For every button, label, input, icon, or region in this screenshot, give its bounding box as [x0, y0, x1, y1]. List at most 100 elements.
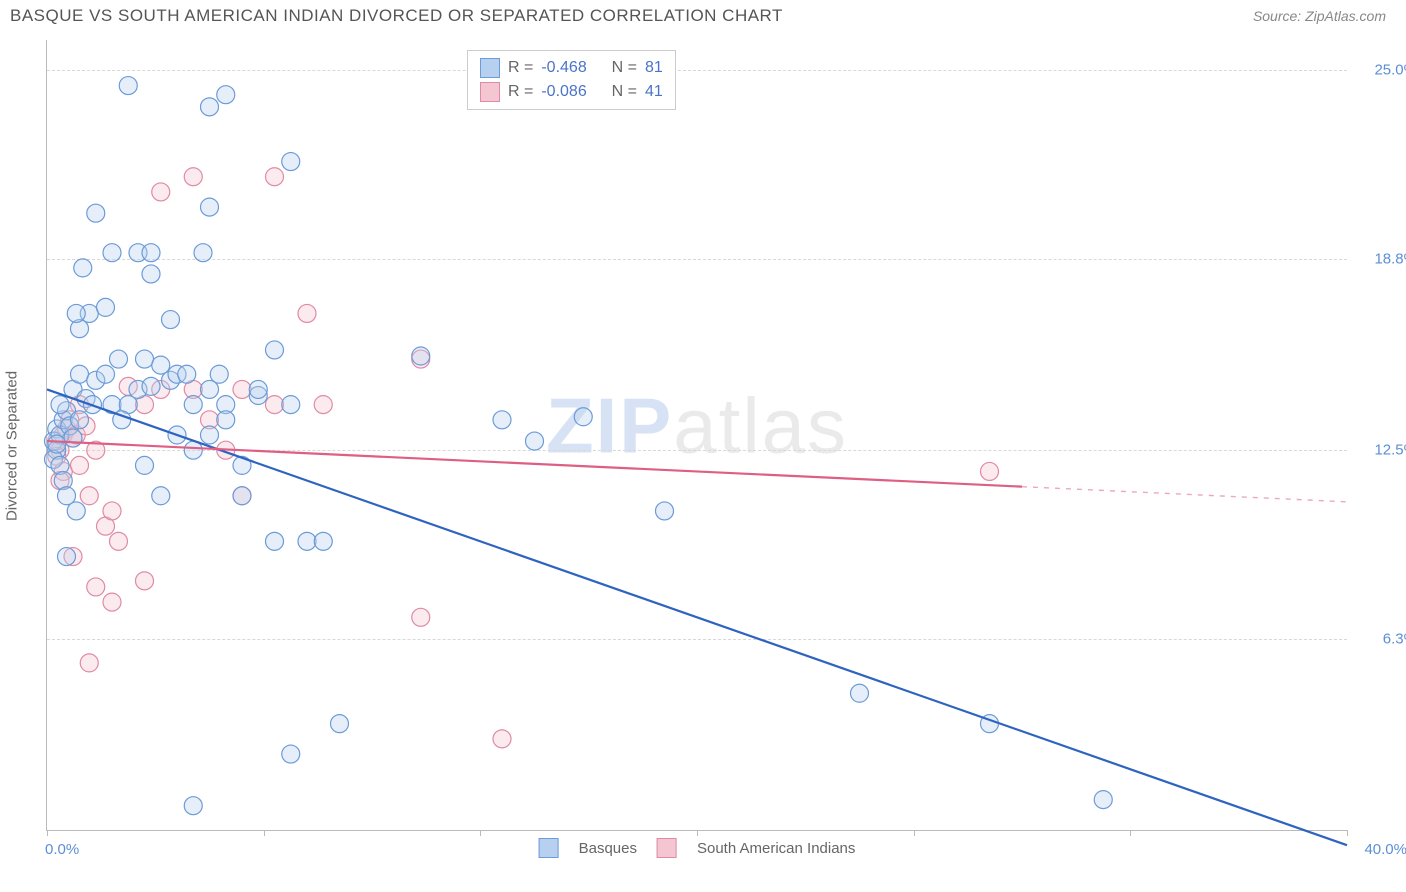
scatter-point	[103, 593, 121, 611]
source-label: Source: ZipAtlas.com	[1253, 8, 1386, 24]
legend-n-prefix: N =	[612, 80, 637, 104]
scatter-point	[282, 745, 300, 763]
scatter-point	[194, 244, 212, 262]
scatter-point	[152, 487, 170, 505]
scatter-point	[981, 462, 999, 480]
scatter-point	[184, 396, 202, 414]
x-tick	[914, 830, 915, 836]
legend-swatch-1	[480, 82, 500, 102]
legend-bottom-label-1: South American Indians	[697, 840, 855, 857]
scatter-point	[266, 168, 284, 186]
x-tick	[47, 830, 48, 836]
scatter-point	[526, 432, 544, 450]
x-tick-label-max: 40.0%	[1347, 841, 1406, 858]
scatter-point	[233, 487, 251, 505]
y-tick-label: 18.8%	[1357, 250, 1406, 267]
scatter-point	[201, 426, 219, 444]
legend-bottom-swatch-0	[539, 838, 559, 858]
x-tick	[697, 830, 698, 836]
chart-svg	[47, 40, 1347, 830]
scatter-point	[282, 153, 300, 171]
scatter-point	[103, 502, 121, 520]
scatter-point	[74, 259, 92, 277]
legend-r-1: -0.086	[541, 80, 586, 104]
scatter-point	[282, 396, 300, 414]
scatter-point	[217, 86, 235, 104]
scatter-point	[142, 265, 160, 283]
chart-plot-area: ZIPatlas 6.3%12.5%18.8%25.0% R = -0.468 …	[46, 40, 1347, 831]
scatter-point	[152, 183, 170, 201]
scatter-point	[80, 487, 98, 505]
scatter-point	[217, 411, 235, 429]
x-tick	[264, 830, 265, 836]
scatter-point	[110, 350, 128, 368]
scatter-point	[201, 198, 219, 216]
legend-series: Basques South American Indians	[539, 838, 856, 858]
scatter-point	[71, 365, 89, 383]
legend-r-prefix: R =	[508, 56, 533, 80]
x-tick	[480, 830, 481, 836]
scatter-point	[184, 797, 202, 815]
scatter-point	[80, 654, 98, 672]
trend-line-extrapolated	[1022, 487, 1347, 502]
scatter-point	[210, 365, 228, 383]
x-tick-label-min: 0.0%	[45, 841, 79, 858]
scatter-point	[136, 350, 154, 368]
y-tick-label: 12.5%	[1357, 442, 1406, 459]
chart-title: BASQUE VS SOUTH AMERICAN INDIAN DIVORCED…	[10, 6, 783, 26]
scatter-point	[64, 429, 82, 447]
scatter-point	[412, 608, 430, 626]
scatter-point	[67, 304, 85, 322]
scatter-point	[97, 365, 115, 383]
scatter-point	[266, 532, 284, 550]
scatter-point	[71, 456, 89, 474]
scatter-point	[266, 341, 284, 359]
scatter-point	[48, 435, 66, 453]
scatter-point	[851, 684, 869, 702]
scatter-point	[142, 377, 160, 395]
scatter-point	[233, 380, 251, 398]
scatter-point	[58, 548, 76, 566]
scatter-point	[178, 365, 196, 383]
scatter-point	[103, 244, 121, 262]
x-tick	[1347, 830, 1348, 836]
scatter-point	[110, 532, 128, 550]
legend-bottom-swatch-1	[657, 838, 677, 858]
scatter-point	[142, 244, 160, 262]
trend-line	[47, 389, 1347, 845]
legend-r-prefix: R =	[508, 80, 533, 104]
scatter-point	[298, 532, 316, 550]
scatter-point	[184, 168, 202, 186]
scatter-point	[136, 572, 154, 590]
scatter-point	[266, 396, 284, 414]
scatter-point	[97, 298, 115, 316]
legend-correlation-row-0: R = -0.468 N = 81	[480, 56, 663, 80]
scatter-point	[162, 311, 180, 329]
scatter-point	[87, 578, 105, 596]
scatter-point	[51, 396, 69, 414]
scatter-point	[136, 456, 154, 474]
legend-correlation-row-1: R = -0.086 N = 41	[480, 80, 663, 104]
y-tick-label: 6.3%	[1357, 630, 1406, 647]
scatter-point	[656, 502, 674, 520]
scatter-point	[314, 396, 332, 414]
legend-bottom-label-0: Basques	[579, 840, 637, 857]
y-axis-title: Divorced or Separated	[4, 371, 21, 521]
y-tick-label: 25.0%	[1357, 62, 1406, 79]
scatter-point	[493, 411, 511, 429]
scatter-point	[119, 77, 137, 95]
scatter-point	[574, 408, 592, 426]
legend-r-0: -0.468	[541, 56, 586, 80]
scatter-point	[249, 380, 267, 398]
scatter-point	[71, 411, 89, 429]
scatter-point	[67, 502, 85, 520]
scatter-point	[331, 715, 349, 733]
scatter-point	[493, 730, 511, 748]
scatter-point	[201, 98, 219, 116]
scatter-point	[87, 204, 105, 222]
scatter-point	[298, 304, 316, 322]
legend-correlation: R = -0.468 N = 81 R = -0.086 N = 41	[467, 50, 676, 110]
x-tick	[1130, 830, 1131, 836]
legend-swatch-0	[480, 58, 500, 78]
legend-n-0: 81	[645, 56, 663, 80]
